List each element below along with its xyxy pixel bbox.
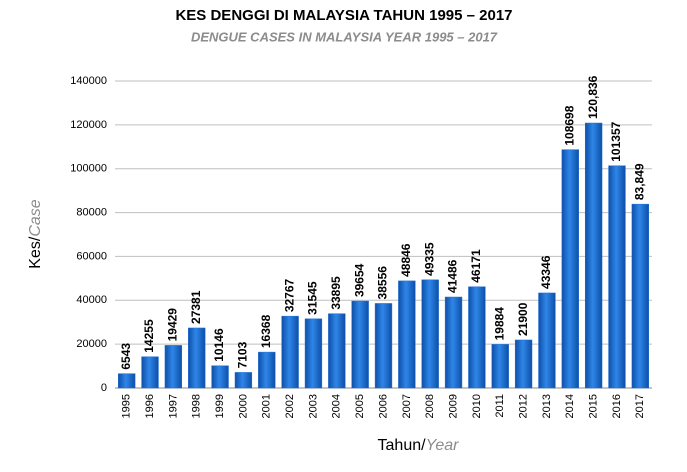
y-axis-label: Kes/Case: [27, 199, 44, 268]
value-label: 16368: [259, 314, 273, 348]
y-tick-label: 60000: [76, 250, 107, 262]
bar: [631, 203, 649, 389]
bar: [538, 292, 556, 389]
value-label: 48846: [399, 243, 413, 277]
bar: [351, 300, 369, 389]
x-tick-label: 2000: [237, 394, 249, 418]
bar: [188, 327, 206, 389]
value-label: 101357: [609, 121, 623, 161]
bar: [328, 313, 346, 389]
value-label: 14255: [142, 319, 156, 353]
x-tick-label: 1995: [121, 394, 133, 418]
value-label: 46171: [469, 249, 483, 283]
y-tick-label: 40000: [76, 294, 107, 306]
value-label: 108698: [562, 105, 576, 145]
y-tick-label: 120000: [70, 119, 107, 131]
value-label: 19884: [492, 307, 506, 341]
x-tick-label: 1997: [167, 394, 179, 418]
value-label: 43346: [539, 255, 553, 289]
value-label: 38556: [376, 266, 390, 300]
x-tick-label: 2002: [284, 394, 296, 418]
bar: [584, 122, 603, 389]
y-label-en: Case: [27, 199, 44, 236]
bar: [211, 365, 229, 389]
x-tick-label: 1999: [214, 394, 226, 418]
x-tick-label: 1996: [144, 394, 156, 418]
value-label: 27381: [189, 290, 203, 324]
value-label: 39654: [352, 263, 366, 297]
chart-subtitle: DENGUE CASES IN MALAYSIA YEAR 1995 – 201…: [191, 29, 498, 44]
value-label: 49335: [422, 242, 436, 276]
value-label: 6543: [119, 343, 133, 370]
value-label: 120,836: [586, 75, 600, 119]
x-tick-label: 2017: [634, 394, 646, 418]
bar: [374, 303, 393, 389]
value-label: 33895: [329, 276, 343, 310]
bar: [514, 339, 533, 389]
bar: [281, 315, 299, 389]
x-tick-label: 2003: [307, 394, 319, 418]
bar: [234, 372, 253, 389]
value-label: 83,849: [632, 163, 646, 200]
x-tick-label: 2016: [611, 394, 623, 418]
y-tick-label: 20000: [76, 338, 107, 350]
bar: [141, 356, 159, 389]
bar: [491, 344, 509, 389]
bar: [164, 345, 183, 389]
y-label: Kes/: [27, 236, 44, 269]
x-tick-label: 2010: [471, 394, 483, 418]
bar: [421, 279, 439, 389]
x-tick-label: 2013: [541, 394, 553, 418]
bar: [608, 165, 626, 389]
x-tick-label: 2004: [331, 394, 343, 418]
chart-title: KES DENGGI DI MALAYSIA TAHUN 1995 – 2017: [175, 7, 512, 24]
x-tick-label: 2011: [494, 394, 506, 418]
x-tick-label: 2005: [354, 394, 366, 418]
value-label: 10146: [212, 328, 226, 362]
x-tick-label: 1998: [191, 394, 203, 418]
bar: [258, 351, 276, 389]
x-tick-label: 2014: [564, 394, 576, 418]
x-label: Tahun/: [378, 437, 427, 454]
y-tick-label: 80000: [76, 206, 107, 218]
x-tick-label: 2008: [424, 394, 436, 418]
bar: [561, 149, 579, 389]
x-tick-label: 2006: [377, 394, 389, 418]
bar: [118, 373, 136, 389]
x-label-en: Year: [426, 437, 460, 454]
value-label: 19429: [166, 308, 180, 342]
y-tick-label: 0: [101, 382, 107, 394]
value-label: 41486: [446, 259, 460, 293]
bar: [444, 296, 463, 389]
x-tick-label: 2007: [401, 394, 413, 418]
value-label: 21900: [516, 302, 530, 336]
x-tick-label: 2015: [588, 394, 600, 418]
x-tick-label: 2009: [447, 394, 459, 418]
bar: [468, 286, 486, 389]
value-label: 31545: [306, 281, 320, 315]
bar: [398, 280, 416, 389]
x-axis-label: Tahun/Year: [378, 437, 460, 454]
value-label: 7103: [236, 341, 250, 368]
value-label: 32767: [282, 278, 296, 312]
bar: [304, 318, 323, 389]
y-tick-label: 140000: [70, 75, 107, 87]
x-tick-label: 2012: [517, 394, 529, 418]
y-tick-label: 100000: [70, 163, 107, 175]
x-tick-label: 2001: [261, 394, 273, 418]
